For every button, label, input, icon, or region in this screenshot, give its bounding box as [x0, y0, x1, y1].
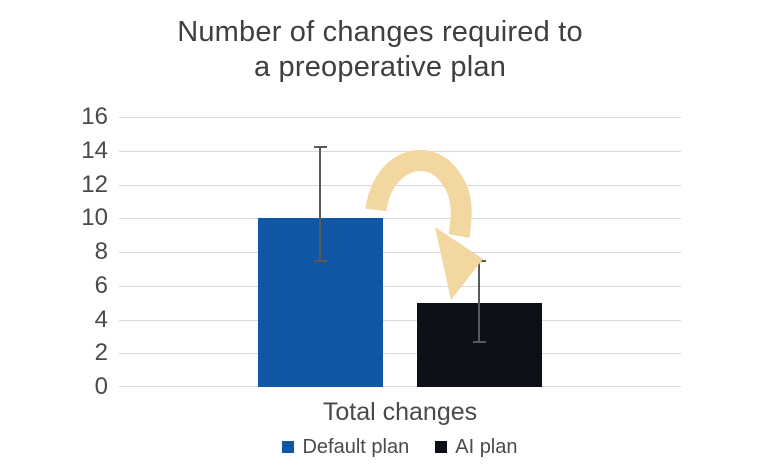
gridline-y-10 — [119, 218, 681, 219]
y-tick-label-6: 6 — [94, 272, 108, 299]
error-bar-cap-top — [313, 146, 327, 148]
plot-area — [119, 117, 681, 387]
y-tick-label-14: 14 — [81, 137, 108, 164]
error-bar-cap-bottom — [472, 341, 486, 343]
error-bar-cap-top — [472, 260, 486, 262]
legend-item-default-plan: Default plan — [282, 436, 409, 459]
chart-title-line2: a preoperative plan — [253, 51, 507, 83]
error-bar-line-ai-plan — [478, 260, 480, 343]
y-tick-label-4: 4 — [94, 306, 108, 333]
legend-item-ai-plan: AI plan — [435, 435, 518, 459]
gridline-y-0 — [119, 386, 681, 387]
gridline-y-8 — [119, 252, 681, 253]
gridline-y-14 — [119, 151, 681, 152]
chart-title-line1: Number of changes required to — [177, 16, 583, 48]
gridline-y-12 — [119, 185, 681, 186]
y-tick-label-8: 8 — [94, 238, 108, 265]
gridline-y-4 — [119, 320, 681, 321]
legend-label: AI plan — [455, 435, 518, 458]
error-bar-line-default-plan — [319, 146, 321, 262]
y-tick-label-0: 0 — [94, 373, 108, 400]
legend: Default plan AI plan — [119, 435, 681, 459]
gridline-y-16 — [119, 117, 681, 118]
legend-label: Default plan — [302, 435, 410, 458]
error-bar-cap-bottom — [313, 260, 327, 262]
x-axis-label: Total changes — [322, 398, 478, 426]
legend-swatch-icon — [435, 441, 448, 453]
chart-title: Number of changes required to a preopera… — [0, 15, 760, 85]
y-tick-label-12: 12 — [81, 171, 108, 198]
y-tick-label-2: 2 — [94, 339, 108, 366]
gridline-y-6 — [119, 286, 681, 287]
gridline-y-2 — [119, 353, 681, 354]
y-tick-label-10: 10 — [81, 204, 108, 231]
legend-swatch-icon — [282, 441, 295, 453]
y-axis: 0 2 4 6 8 10 12 14 16 — [0, 103, 108, 400]
y-tick-label-16: 16 — [81, 103, 108, 130]
